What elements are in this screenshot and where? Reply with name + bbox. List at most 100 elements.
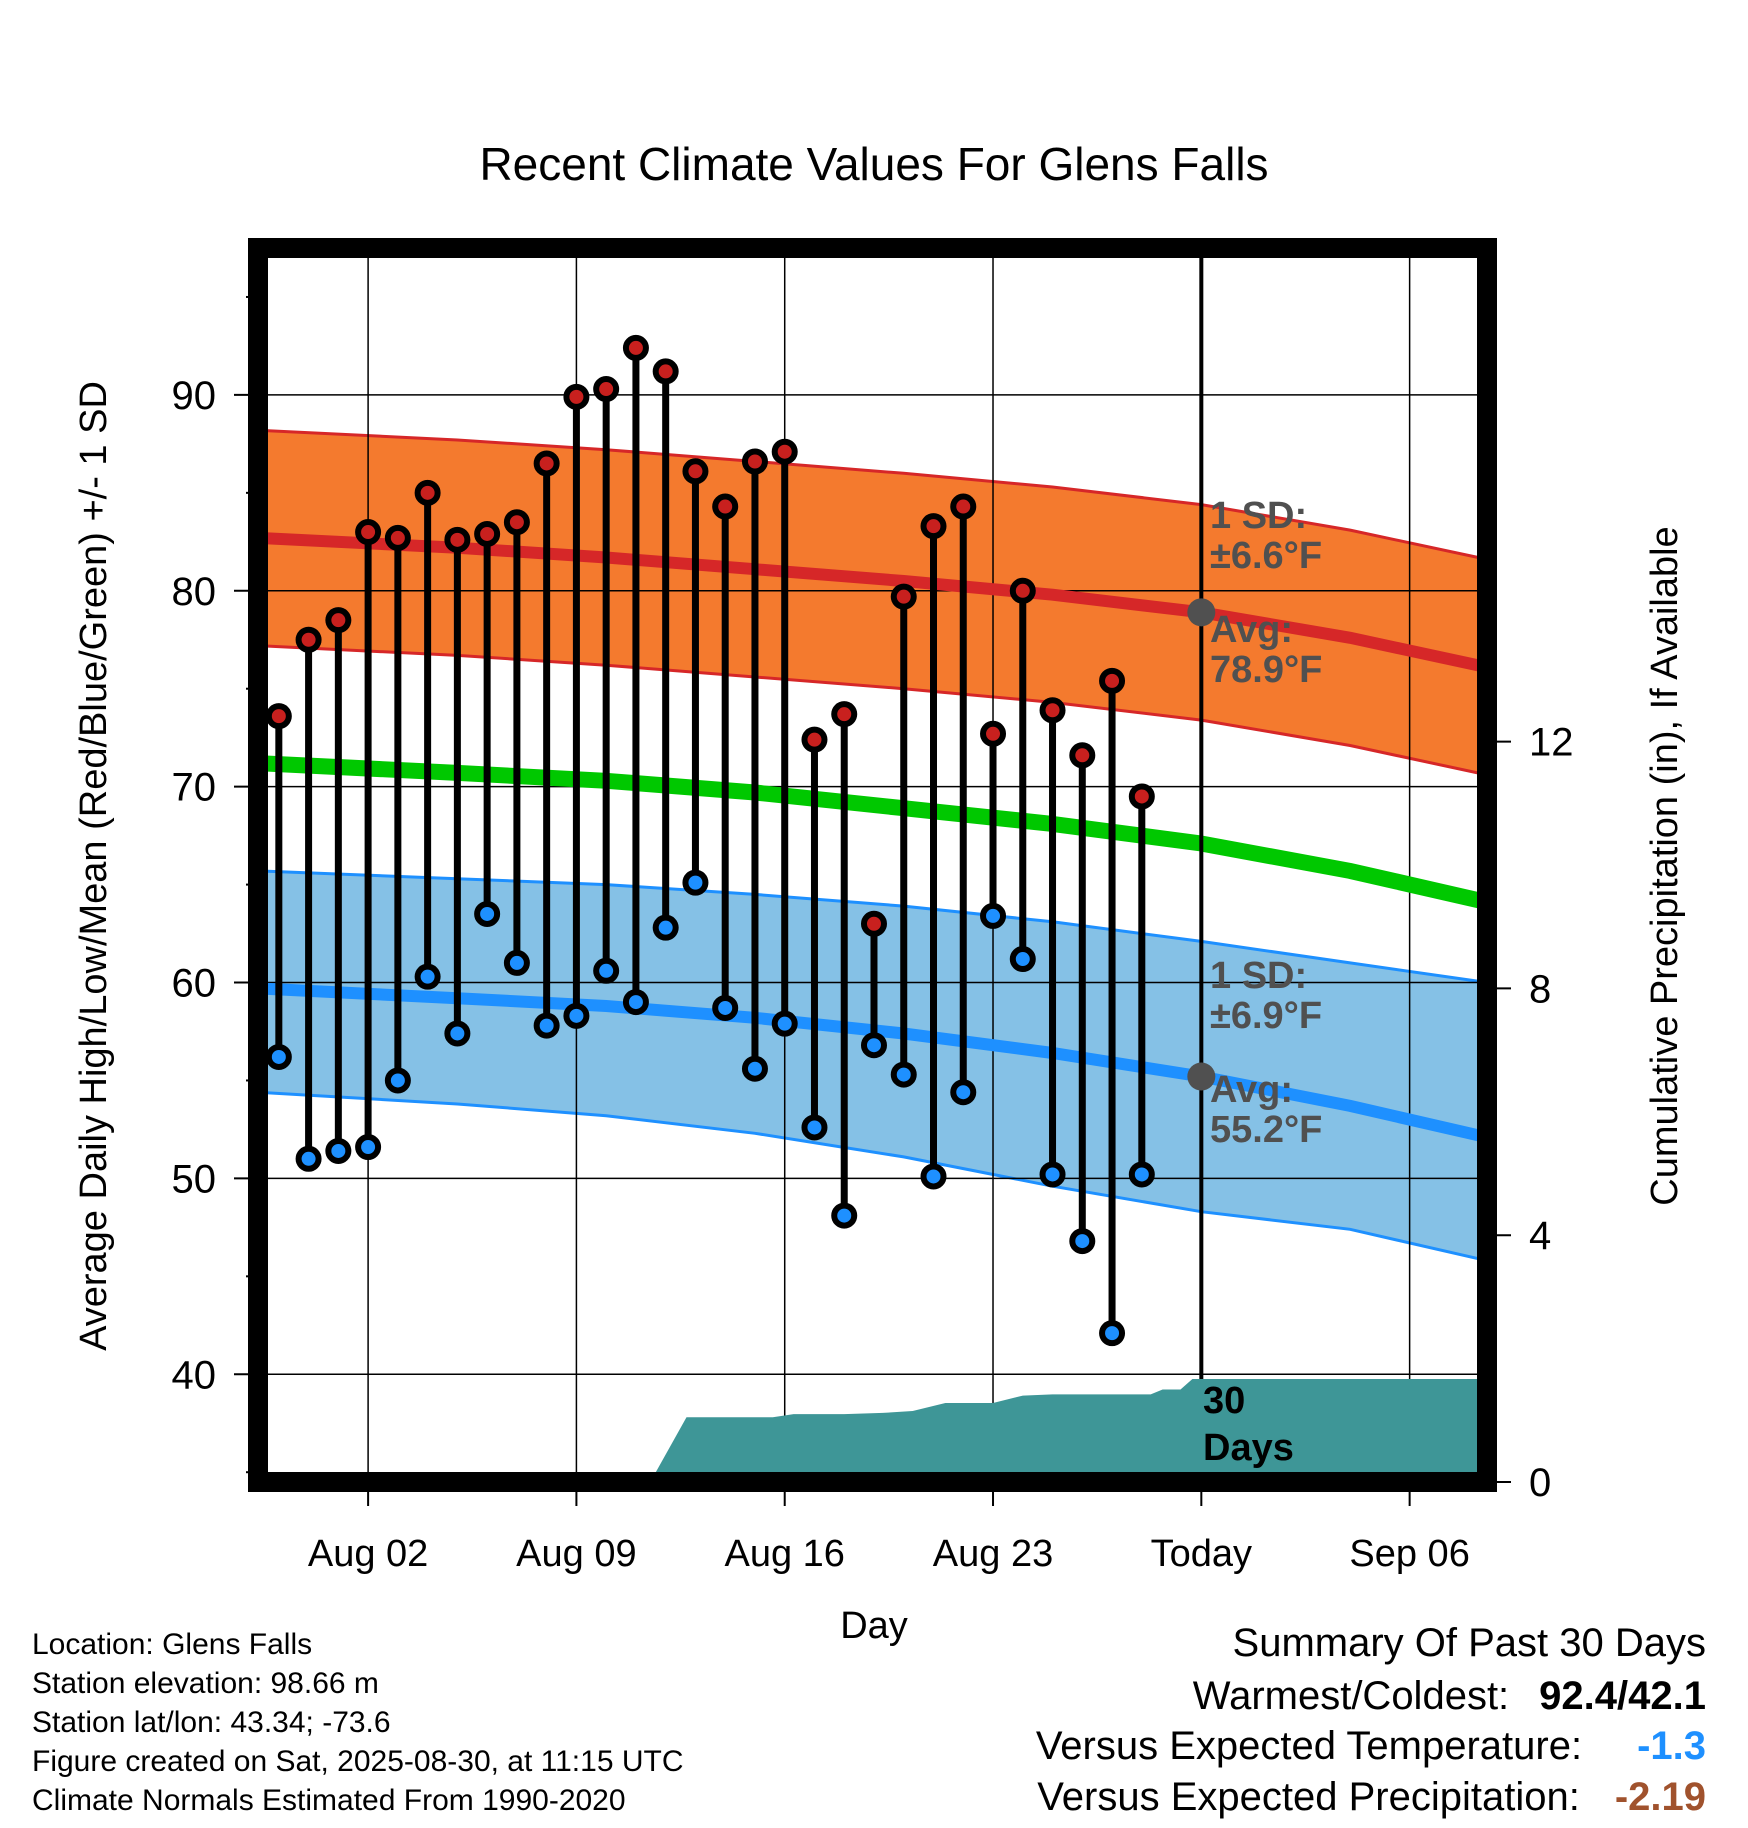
daily-high-point	[950, 493, 977, 520]
daily-low-point	[355, 1134, 382, 1161]
daily-high-point	[652, 358, 679, 385]
today-normal-high-point	[1187, 598, 1216, 627]
x-tick-label: Aug 09	[516, 1533, 636, 1575]
daily-high-point	[741, 448, 768, 475]
y-tick-label: 90	[172, 374, 217, 418]
high-sd-band	[258, 430, 1487, 775]
x-tick-label: Today	[1151, 1533, 1252, 1575]
low-sd-value: ±6.9°F	[1210, 995, 1322, 1037]
daily-high-point	[860, 910, 887, 937]
daily-high-point	[712, 493, 739, 520]
daily-low-point	[1009, 946, 1036, 973]
y-right-tick-label: 4	[1529, 1214, 1551, 1258]
daily-low-point	[1039, 1161, 1066, 1188]
daily-range-stems	[275, 347, 1146, 1334]
daily-high-point	[1069, 742, 1096, 769]
x-tick-label: Aug 23	[933, 1533, 1053, 1575]
high-avg-label: Avg:	[1210, 609, 1293, 651]
cumulative-precip-area	[258, 1379, 1487, 1482]
daily-low-point	[533, 1012, 560, 1039]
daily-low-point	[860, 1032, 887, 1059]
y-tick-label: 40	[172, 1353, 217, 1397]
low-sd-label: 1 SD:	[1210, 955, 1307, 997]
high-sd-label: 1 SD:	[1210, 495, 1307, 537]
warmest-label: Warmest/Coldest:	[1192, 1674, 1510, 1718]
daily-low-point	[831, 1202, 858, 1229]
temp-label: Versus Expected Temperature:	[1035, 1724, 1583, 1768]
daily-low-point	[652, 914, 679, 941]
today-normal-low-point	[1187, 1062, 1216, 1091]
daily-high-point	[503, 509, 530, 536]
daily-high-point	[831, 701, 858, 728]
y-tick-label: 50	[172, 1157, 217, 1201]
precipitation-area	[258, 1379, 1487, 1482]
daily-high-point	[1009, 577, 1036, 604]
daily-low-point	[593, 957, 620, 984]
daily-high-point	[890, 583, 917, 610]
daily-high-point	[1128, 783, 1155, 810]
created-text: Figure created on Sat, 2025-08-30, at 11…	[32, 1745, 684, 1778]
daily-high-point	[1099, 667, 1126, 694]
daily-low-point	[682, 869, 709, 896]
temp-value: -1.3	[1637, 1724, 1706, 1768]
daily-low-point	[1069, 1228, 1096, 1255]
low-avg-label: Avg:	[1210, 1069, 1293, 1111]
summary-precip-row: Versus Expected Precipitation: -2.19	[1037, 1775, 1706, 1820]
daily-markers	[265, 334, 1216, 1347]
daily-high-point	[355, 519, 382, 546]
daily-low-point	[950, 1079, 977, 1106]
x-axis-label: Day	[840, 1605, 908, 1647]
daily-low-point	[741, 1055, 768, 1082]
y-right-tick-label: 8	[1529, 967, 1551, 1011]
high-sd-value: ±6.6°F	[1210, 535, 1322, 577]
warmest-value: 92.4/42.1	[1539, 1674, 1706, 1718]
daily-high-point	[920, 513, 947, 540]
x-tick-label: Aug 02	[308, 1533, 428, 1575]
daily-low-point	[890, 1061, 917, 1088]
plot-border	[248, 238, 1497, 1492]
y-right-tick-label: 0	[1529, 1461, 1551, 1505]
location-text: Location: Glens Falls	[32, 1628, 313, 1661]
y-tick-label: 70	[172, 766, 217, 810]
daily-high-point	[622, 334, 649, 361]
x-tick-label: Aug 16	[724, 1533, 844, 1575]
daily-low-point	[384, 1067, 411, 1094]
x-tick-label: Sep 06	[1349, 1533, 1469, 1575]
normal-high-line	[257, 531, 1489, 674]
daily-high-point	[295, 626, 322, 653]
daily-low-point	[980, 902, 1007, 929]
daily-low-point	[622, 989, 649, 1016]
latlon-text: Station lat/lon: 43.34; -73.6	[32, 1706, 391, 1739]
y-axis-label-right: Cumulative Precipitation (in), If Availa…	[1644, 526, 1686, 1205]
low-avg-value: 55.2°F	[1210, 1109, 1322, 1151]
summary-temp-row: Versus Expected Temperature: -1.3	[1036, 1724, 1706, 1769]
daily-low-point	[920, 1163, 947, 1190]
summary-title: Summary Of Past 30 Days	[1232, 1621, 1706, 1665]
daily-high-point	[563, 383, 590, 410]
y-tick-label: 60	[172, 962, 217, 1006]
daily-high-point	[414, 479, 441, 506]
daily-high-point	[593, 376, 620, 403]
daily-high-point	[533, 450, 560, 477]
daily-high-point	[444, 526, 471, 553]
y-axis-label: Average Daily High/Low/Mean (Red/Blue/Gr…	[73, 381, 115, 1351]
daily-high-point	[801, 726, 828, 753]
daily-high-point	[771, 438, 798, 465]
daily-low-point	[1128, 1161, 1155, 1188]
days-count-number: 30	[1203, 1380, 1245, 1422]
daily-high-point	[980, 720, 1007, 747]
normals-text: Climate Normals Estimated From 1990-2020	[32, 1784, 626, 1817]
days-count-label: Days	[1203, 1427, 1294, 1469]
precip-label: Versus Expected Precipitation:	[1037, 1775, 1580, 1819]
normal-lines	[257, 248, 1489, 1482]
precip-value: -2.19	[1614, 1775, 1706, 1819]
daily-high-point	[682, 458, 709, 485]
low-sd-band	[258, 870, 1487, 1261]
daily-high-point	[265, 703, 292, 730]
daily-high-point	[384, 524, 411, 551]
daily-low-point	[1099, 1320, 1126, 1347]
daily-low-point	[801, 1114, 828, 1141]
daily-high-point	[1039, 697, 1066, 724]
daily-low-point	[325, 1137, 352, 1164]
